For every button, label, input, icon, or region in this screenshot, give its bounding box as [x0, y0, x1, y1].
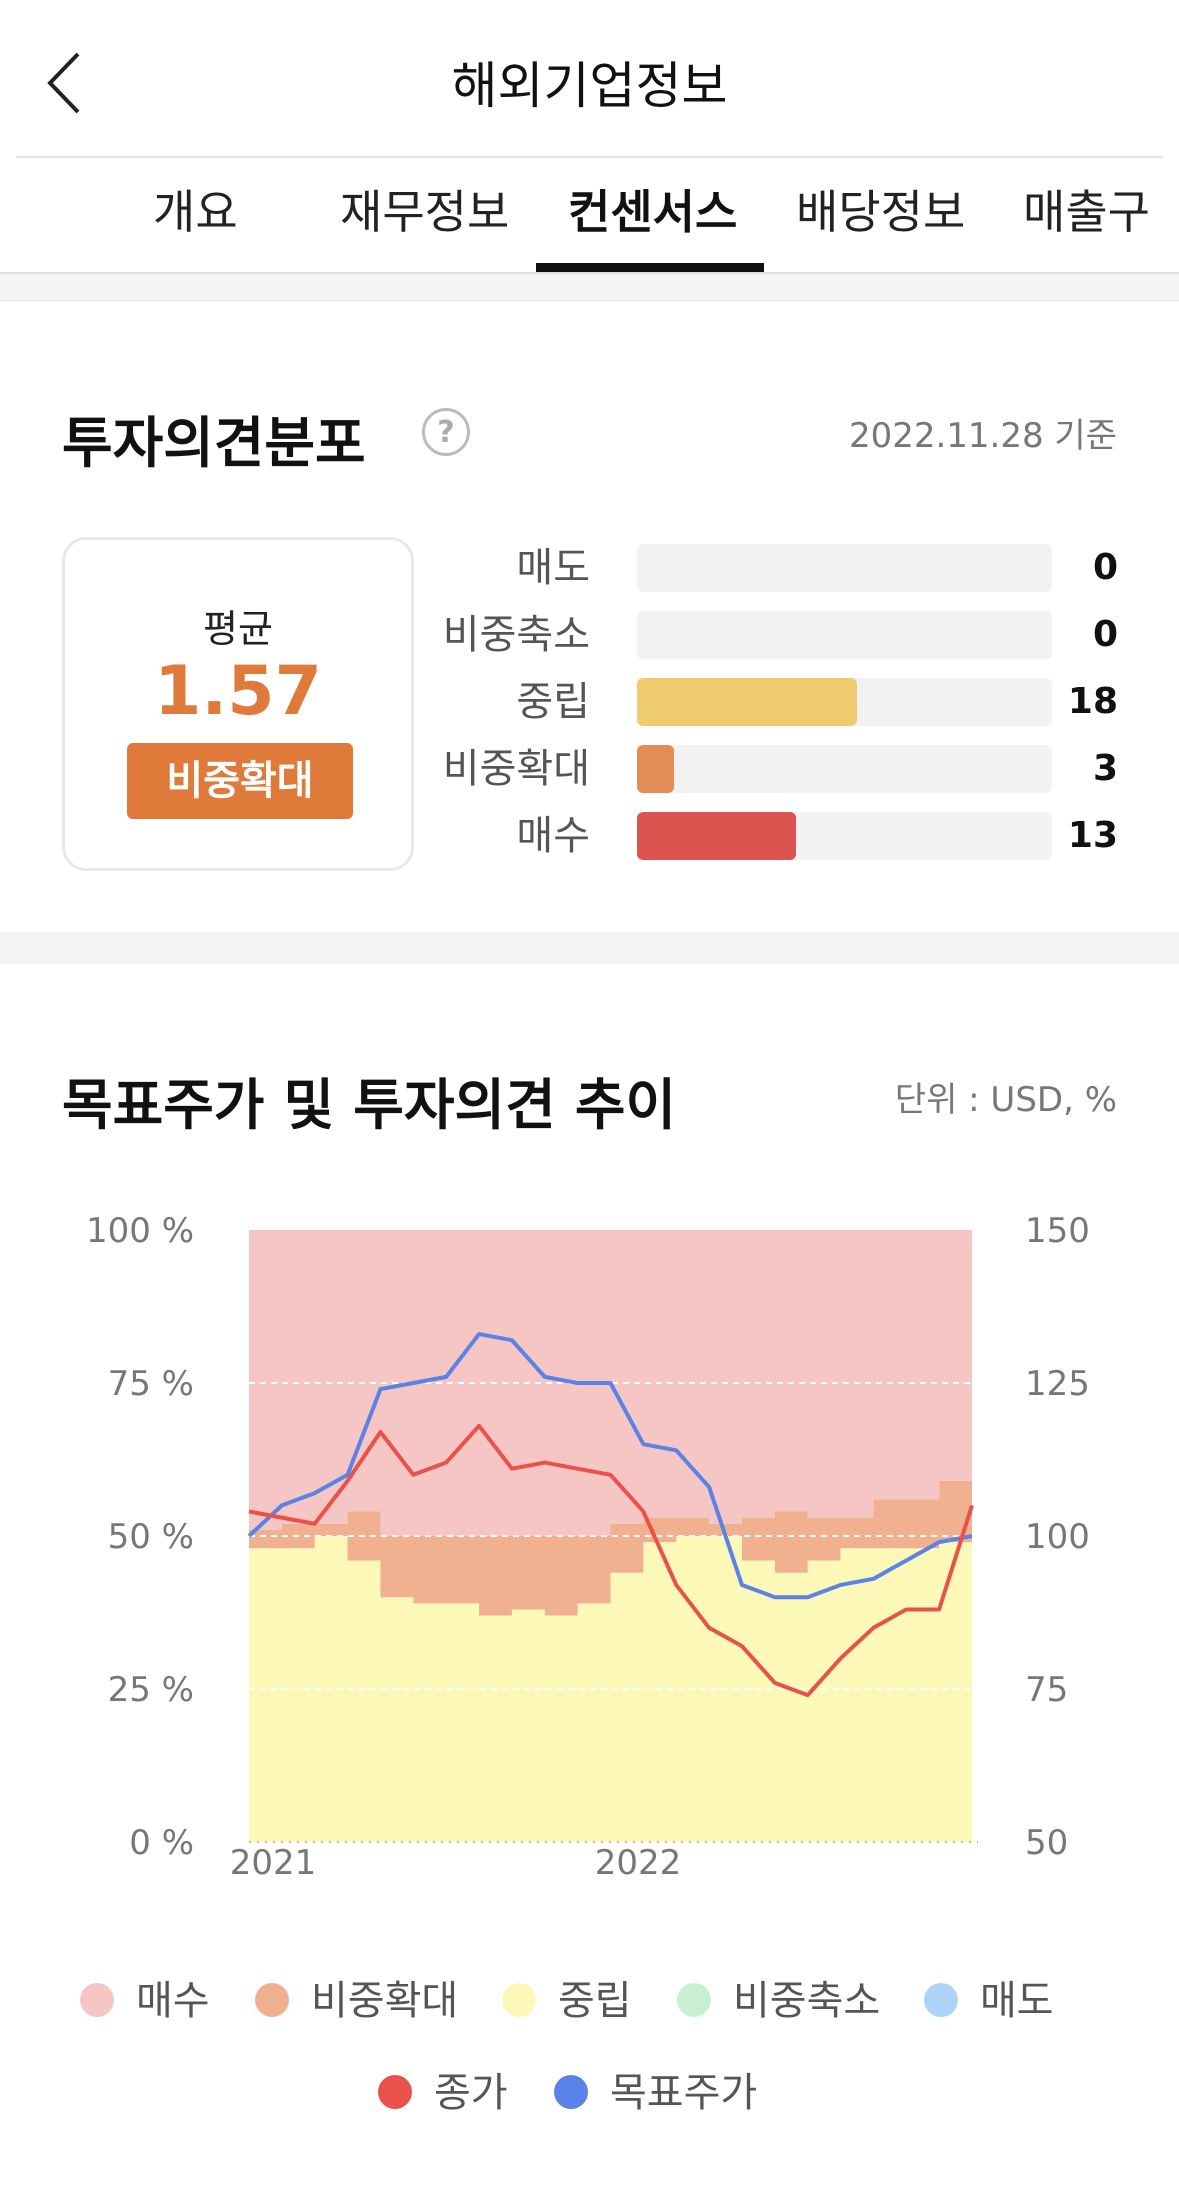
distribution-bar-track — [637, 678, 1052, 726]
legend-overweight: 비중확대 — [255, 1976, 458, 2026]
help-icon[interactable]: ? — [422, 408, 470, 456]
area-중립 — [249, 1536, 972, 1842]
left-axis-tick: 50 % — [108, 1517, 194, 1557]
right-axis-tick: 125 — [1025, 1364, 1090, 1404]
left-axis-tick: 75 % — [108, 1364, 194, 1404]
tab-consensus[interactable]: 컨센서스 — [568, 185, 738, 239]
opinion-section-title: 투자의견분포 — [62, 411, 366, 475]
legend-underweight: 비중축소 — [677, 1976, 880, 2026]
section-spacer — [0, 274, 1179, 301]
legend-label: 비중축소 — [733, 1978, 881, 2024]
reference-date: 2022.11.28 기준 — [848, 416, 1117, 456]
left-axis-tick: 0 % — [129, 1823, 194, 1863]
line-종가 — [248, 1423, 974, 1698]
legend-label: 종가 — [434, 2070, 508, 2116]
left-axis-tick: 100 % — [86, 1211, 194, 1251]
average-opinion-badge: 비중확대 — [127, 743, 353, 819]
legend-label: 목표주가 — [610, 2070, 758, 2116]
average-value: 1.57 — [154, 652, 322, 731]
distribution-bar-fill — [637, 812, 796, 860]
distribution-bar-fill — [637, 745, 674, 793]
distribution-count: 0 — [1092, 547, 1118, 588]
line-목표주가 — [247, 1332, 973, 1600]
right-axis-tick: 150 — [1025, 1211, 1090, 1251]
legend-close-price: 종가 — [378, 2068, 508, 2118]
unit-label: 단위 : USD, % — [894, 1080, 1117, 1120]
trend-section-title: 목표주가 및 투자의견 추이 — [62, 1073, 677, 1137]
distribution-row: 비중축소 0 — [430, 610, 1130, 660]
right-axis-tick: 50 — [1025, 1823, 1068, 1863]
distribution-bar-track — [637, 544, 1052, 592]
distribution-row: 중립 18 — [430, 677, 1130, 727]
legend-dot — [80, 1983, 114, 2017]
x-axis-tick: 2022 — [595, 1843, 682, 1880]
target-price-opinion-chart: 100 % 75 % 50 % 25 % 0 % 150 125 100 75 50 2021 202… — [86, 1211, 1090, 1880]
legend-dot — [554, 2075, 588, 2109]
legend-dot — [378, 2075, 412, 2109]
tab-divider — [0, 272, 1179, 274]
distribution-count: 13 — [1067, 815, 1118, 856]
section-spacer — [0, 932, 1179, 964]
distribution-label: 비중확대 — [442, 746, 590, 792]
legend-label: 매도 — [980, 1978, 1054, 2024]
distribution-row: 비중확대 3 — [430, 744, 1130, 794]
legend-dot — [502, 1983, 536, 2017]
tab-revenue[interactable]: 매출구 — [1023, 185, 1150, 239]
distribution-bar-track — [637, 745, 1052, 793]
distribution-row: 매수 13 — [430, 811, 1130, 861]
tab-overview[interactable]: 개요 — [153, 185, 238, 239]
distribution-row: 매도 0 — [430, 543, 1130, 593]
legend-buy: 매수 — [80, 1976, 210, 2026]
tab-financials[interactable]: 재무정보 — [340, 185, 510, 239]
legend-neutral: 중립 — [502, 1976, 632, 2026]
distribution-bar-track — [637, 611, 1052, 659]
tab-dividend[interactable]: 배당정보 — [796, 185, 966, 239]
chevron-left-icon[interactable] — [40, 48, 90, 118]
legend-label: 중립 — [558, 1978, 632, 2024]
average-label: 평균 — [203, 607, 273, 651]
x-axis-tick: 2021 — [230, 1843, 317, 1880]
left-axis-tick: 25 % — [108, 1670, 194, 1710]
distribution-label: 중립 — [516, 679, 590, 725]
top-bar: 해외기업정보 — [0, 0, 1179, 156]
active-tab-indicator — [536, 263, 764, 272]
right-axis-tick: 100 — [1025, 1517, 1090, 1557]
legend-label: 매수 — [136, 1978, 210, 2024]
legend-dot — [924, 1983, 958, 2017]
legend-target-price: 목표주가 — [554, 2068, 757, 2118]
distribution-count: 18 — [1067, 681, 1118, 722]
tab-bar: 개요 재무정보 컨센서스 배당정보 매출구 — [0, 158, 1179, 272]
header-divider — [16, 156, 1163, 158]
page-title: 해외기업정보 — [451, 57, 728, 115]
area-비중확대 — [249, 1462, 972, 1616]
legend-label: 비중확대 — [311, 1978, 459, 2024]
right-axis-tick: 75 — [1025, 1670, 1068, 1710]
distribution-label: 매수 — [516, 813, 590, 859]
legend-dot — [677, 1983, 711, 2017]
distribution-count: 0 — [1092, 614, 1118, 655]
distribution-label: 비중축소 — [442, 612, 590, 658]
average-opinion-card: 평균 1.57 비중확대 — [62, 537, 414, 871]
legend-dot — [255, 1983, 289, 2017]
distribution-label: 매도 — [516, 545, 590, 591]
distribution-count: 3 — [1092, 748, 1118, 789]
distribution-bar-fill — [637, 678, 857, 726]
legend-sell: 매도 — [924, 1976, 1054, 2026]
distribution-bar-track — [637, 812, 1052, 860]
